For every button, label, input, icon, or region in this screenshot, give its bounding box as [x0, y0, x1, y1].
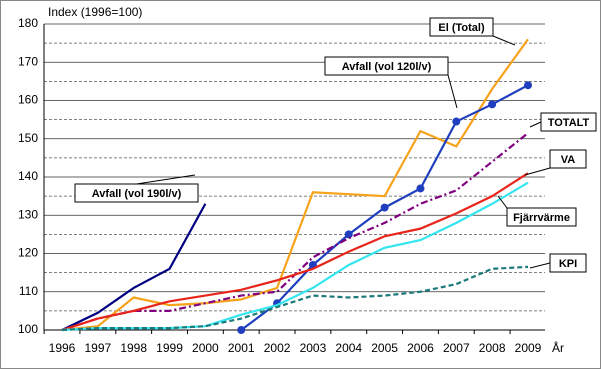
callout-box [324, 56, 449, 76]
legend-label: Avfall (vol 120l/v) [342, 61, 432, 73]
y-tick-label: 150 [18, 131, 38, 145]
callout-box [74, 183, 199, 203]
y-tick-label: 100 [18, 322, 38, 336]
point-marker [380, 203, 389, 212]
series-line [61, 265, 529, 332]
legend-label: El (Total) [438, 22, 485, 34]
legend-label: TOTALT [548, 117, 590, 129]
callout-leader [524, 167, 551, 176]
series-line [61, 172, 529, 332]
series-line [61, 38, 529, 332]
y-tick-label: 130 [18, 207, 38, 221]
y-tick-label: 140 [18, 169, 38, 183]
callout-box [506, 207, 577, 227]
callout-leader [529, 262, 551, 269]
callout-leader [136, 174, 196, 185]
callout-leader [447, 74, 458, 109]
x-tick-label: 2000 [192, 341, 219, 355]
x-tick-label: 2005 [371, 341, 398, 355]
y-tick-label: 180 [18, 16, 38, 30]
x-tick-label: 2009 [515, 341, 542, 355]
x-tick-label: 2008 [479, 341, 506, 355]
callout-box [429, 17, 494, 37]
point-marker [524, 81, 532, 90]
point-marker [452, 117, 461, 126]
legend-label: VA [561, 154, 576, 166]
x-tick-label: 1996 [49, 341, 76, 355]
x-tick-label: 2003 [300, 341, 327, 355]
point-marker [488, 100, 497, 109]
x-tick-label: 1997 [84, 341, 111, 355]
series-line [61, 203, 207, 331]
point-marker [237, 326, 246, 334]
point-marker [416, 184, 425, 193]
y-tick-label: 110 [19, 284, 38, 298]
y-tick-label: 120 [18, 246, 38, 260]
x-tick-label: 2007 [443, 341, 470, 355]
callout-leader [529, 121, 542, 128]
x-tick-label: 1999 [156, 341, 183, 355]
x-tick-label: 2001 [228, 341, 255, 355]
legend-label: Avfall (vol 190l/v) [92, 188, 182, 200]
legend-label: Fjärrvärme [513, 212, 570, 224]
y-tick-label: 170 [18, 54, 38, 68]
point-marker [344, 230, 353, 239]
callout-box [549, 253, 587, 273]
callout-box [549, 149, 587, 169]
x-tick-label: 2006 [407, 341, 434, 355]
callout-leader [497, 195, 508, 209]
x-tick-label: 1998 [120, 341, 147, 355]
legend-label: KPI [559, 258, 577, 270]
callout-box [540, 112, 597, 132]
y-tick-label: 160 [18, 93, 38, 107]
x-axis-label: År [552, 340, 564, 355]
y-axis-label: Index (1996=100) [48, 5, 142, 19]
callout-leader [492, 35, 516, 46]
x-tick-label: 2002 [264, 341, 291, 355]
series-line [61, 181, 529, 332]
x-tick-label: 2004 [335, 341, 362, 355]
